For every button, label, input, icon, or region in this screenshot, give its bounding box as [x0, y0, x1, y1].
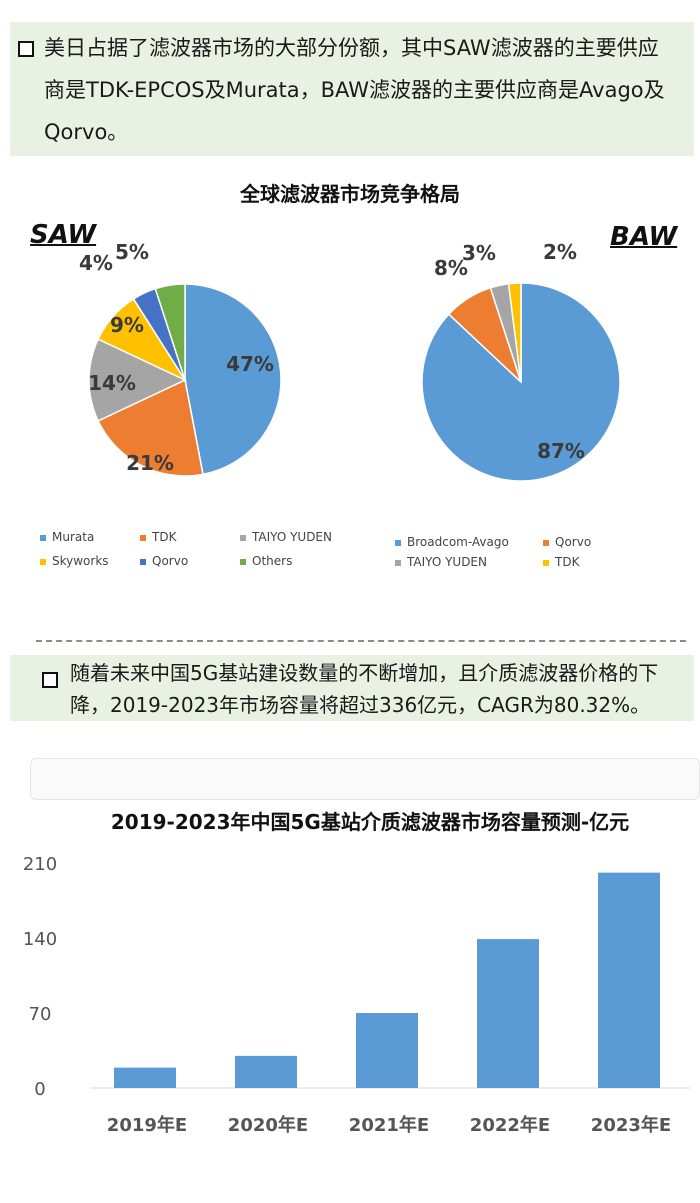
placeholder-box — [30, 758, 700, 800]
legend-0-item-4: Qorvo — [140, 554, 188, 568]
pie-0-slice-2 — [88, 338, 187, 422]
legend-0-swatch-2 — [240, 534, 246, 541]
pie-0-label-4: 4% — [79, 251, 113, 275]
bar-xtick-0: 2019年E — [107, 1114, 187, 1136]
pie-0-slice-5 — [154, 283, 186, 381]
summary-note-2: 随着未来中国5G基站建设数量的不断增加，且介质滤波器价格的下降，2019-202… — [10, 655, 694, 721]
pie-0-slice-0 — [184, 283, 282, 476]
legend-0-swatch-5 — [240, 558, 246, 565]
bar-xtick-2: 2021年E — [349, 1114, 429, 1136]
legend-0-label-0: Murata — [52, 530, 95, 544]
bar-1 — [235, 1055, 297, 1088]
legend-0-label-2: TAIYO YUDEN — [252, 530, 332, 544]
pie-0-label-5: 5% — [115, 240, 149, 264]
pie-chart-title: 全球滤波器市场竞争格局 — [240, 182, 460, 206]
legend-0-label-5: Others — [252, 554, 293, 568]
saw-label: SAW — [30, 220, 97, 250]
legend-0-item-5: Others — [240, 554, 292, 568]
bar-2 — [356, 1013, 418, 1088]
pie-0-label-0: 47% — [226, 352, 274, 376]
legend-0-item-3: Skyworks — [40, 554, 109, 568]
legend-0-item-2: TAIYO YUDEN — [240, 530, 332, 544]
legend-0-label-1: TDK — [152, 530, 177, 544]
bar-xtick-1: 2020年E — [228, 1114, 308, 1136]
legend-0-label-3: Skyworks — [52, 554, 109, 568]
bar-4 — [598, 872, 660, 1088]
pie-1-label-0: 87% — [537, 439, 585, 463]
bar-xtick-3: 2022年E — [470, 1114, 550, 1136]
pie-0-slice-1 — [97, 378, 204, 477]
legend-1-swatch-2 — [395, 559, 401, 566]
summary-note-1-text: 美日占据了滤波器市场的大部分份额，其中SAW滤波器的主要供应商是TDK-EPCO… — [44, 36, 665, 144]
section-divider — [36, 640, 686, 642]
legend-1-swatch-1 — [543, 539, 549, 546]
bar-chart-title: 2019-2023年中国5G基站介质滤波器市场容量预测-亿元 — [110, 810, 630, 834]
bar-ytick-3: 210 — [23, 854, 57, 875]
pie-0-label-1: 21% — [126, 451, 174, 475]
summary-note-2-text: 随着未来中国5G基站建设数量的不断增加，且介质滤波器价格的下降，2019-202… — [70, 661, 659, 717]
legend-0-swatch-1 — [140, 534, 146, 541]
legend-1-item-1: Qorvo — [543, 535, 591, 549]
bar-ytick-0: 0 — [34, 1079, 45, 1100]
legend-0-swatch-3 — [40, 558, 46, 565]
legend-1-item-2: TAIYO YUDEN — [395, 555, 487, 569]
bar-xtick-4: 2023年E — [591, 1114, 671, 1136]
legend-0-item-1: TDK — [140, 530, 176, 544]
baw-label: BAW — [610, 222, 678, 252]
pie-0-label-3: 9% — [110, 313, 144, 337]
summary-note-1: 美日占据了滤波器市场的大部分份额，其中SAW滤波器的主要供应商是TDK-EPCO… — [10, 22, 694, 156]
bar-ytick-1: 70 — [29, 1004, 52, 1025]
pie-1-slice-3 — [507, 282, 522, 383]
legend-1-swatch-3 — [543, 559, 549, 566]
legend-1-swatch-0 — [395, 539, 401, 546]
bar-ytick-2: 140 — [23, 929, 57, 950]
legend-1-item-3: TDK — [543, 555, 579, 569]
bar-chart: 0 70 140 210 2019年E 2020年E 2021年E 2022年E 2023年E — [23, 854, 690, 1136]
bullet-box-icon — [42, 672, 58, 688]
legend-1-label-0: Broadcom-Avago — [407, 535, 509, 549]
legend-0-item-0: Murata — [40, 530, 94, 544]
pie-charts: 47% 21% 14% 9% 4% 5% 87% 8%3% 2% — [79, 240, 621, 482]
baw-legend: Broadcom-Avago Qorvo TAIYO YUDEN TDK — [395, 535, 695, 579]
pie-1-label-3: 2% — [543, 240, 577, 264]
legend-1-label-3: TDK — [555, 555, 580, 569]
bar-3 — [477, 939, 539, 1088]
bullet-box-icon — [18, 41, 34, 57]
pie-1-label-1: 8% — [434, 256, 468, 280]
legend-1-item-0: Broadcom-Avago — [395, 535, 509, 549]
legend-1-label-1: Qorvo — [555, 535, 592, 549]
legend-1-label-2: TAIYO YUDEN — [407, 555, 487, 569]
pie-0-label-2: 14% — [88, 371, 136, 395]
saw-legend: Murata TDK TAIYO YUDEN Skyworks Qorvo Others — [40, 530, 360, 574]
pie-1-label-2: 3% — [462, 241, 496, 265]
legend-0-swatch-0 — [40, 534, 46, 541]
legend-0-label-4: Qorvo — [152, 554, 189, 568]
legend-0-swatch-4 — [140, 558, 146, 565]
bar-0 — [114, 1067, 176, 1088]
